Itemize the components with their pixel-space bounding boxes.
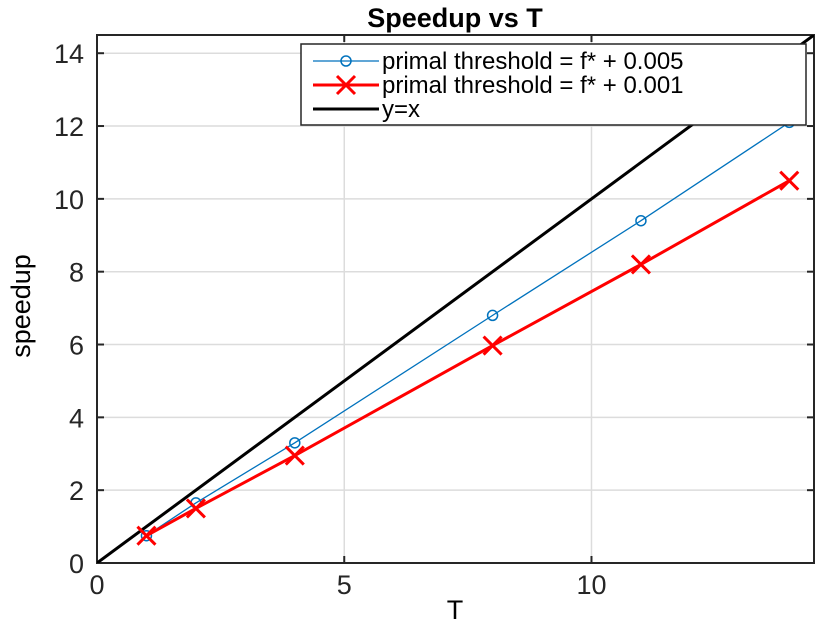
series-2 bbox=[136, 170, 800, 546]
y-tick-label: 10 bbox=[54, 185, 84, 215]
legend-box bbox=[300, 43, 807, 126]
series-line bbox=[146, 121, 790, 537]
data-point bbox=[289, 437, 301, 449]
data-point bbox=[630, 254, 651, 275]
y-axis-label: speedup bbox=[6, 254, 36, 358]
y-tick-label: 14 bbox=[54, 39, 84, 69]
legend-marker bbox=[340, 55, 352, 67]
data-point bbox=[486, 309, 499, 322]
series-1 bbox=[140, 116, 796, 542]
plot-frame bbox=[96, 34, 815, 564]
chart-title: Speedup vs T bbox=[367, 3, 543, 33]
y-tick-label: 6 bbox=[69, 331, 84, 361]
data-point bbox=[140, 529, 153, 542]
legend-label: primal threshold = f* + 0.005 bbox=[382, 48, 684, 75]
x-axis-label: T bbox=[447, 595, 464, 623]
data-point bbox=[482, 335, 503, 356]
data-point bbox=[635, 214, 647, 227]
legend-label: y=x bbox=[382, 96, 420, 123]
legend-label: primal threshold = f* + 0.001 bbox=[382, 72, 684, 99]
y-tick-label: 8 bbox=[69, 258, 84, 288]
x-tick-label: 0 bbox=[89, 570, 104, 600]
x-tick-label: 10 bbox=[576, 570, 606, 600]
data-point bbox=[284, 445, 305, 466]
y-tick-label: 2 bbox=[69, 476, 84, 506]
x-tick-label: 5 bbox=[337, 570, 352, 600]
data-point bbox=[185, 498, 206, 519]
legend-marker bbox=[335, 74, 357, 96]
y-tick-label: 12 bbox=[54, 112, 84, 142]
series-line bbox=[145, 179, 791, 538]
data-point bbox=[136, 525, 157, 546]
y-tick-label: 0 bbox=[69, 549, 84, 579]
y-tick-label: 4 bbox=[69, 403, 84, 433]
data-point bbox=[779, 170, 800, 191]
